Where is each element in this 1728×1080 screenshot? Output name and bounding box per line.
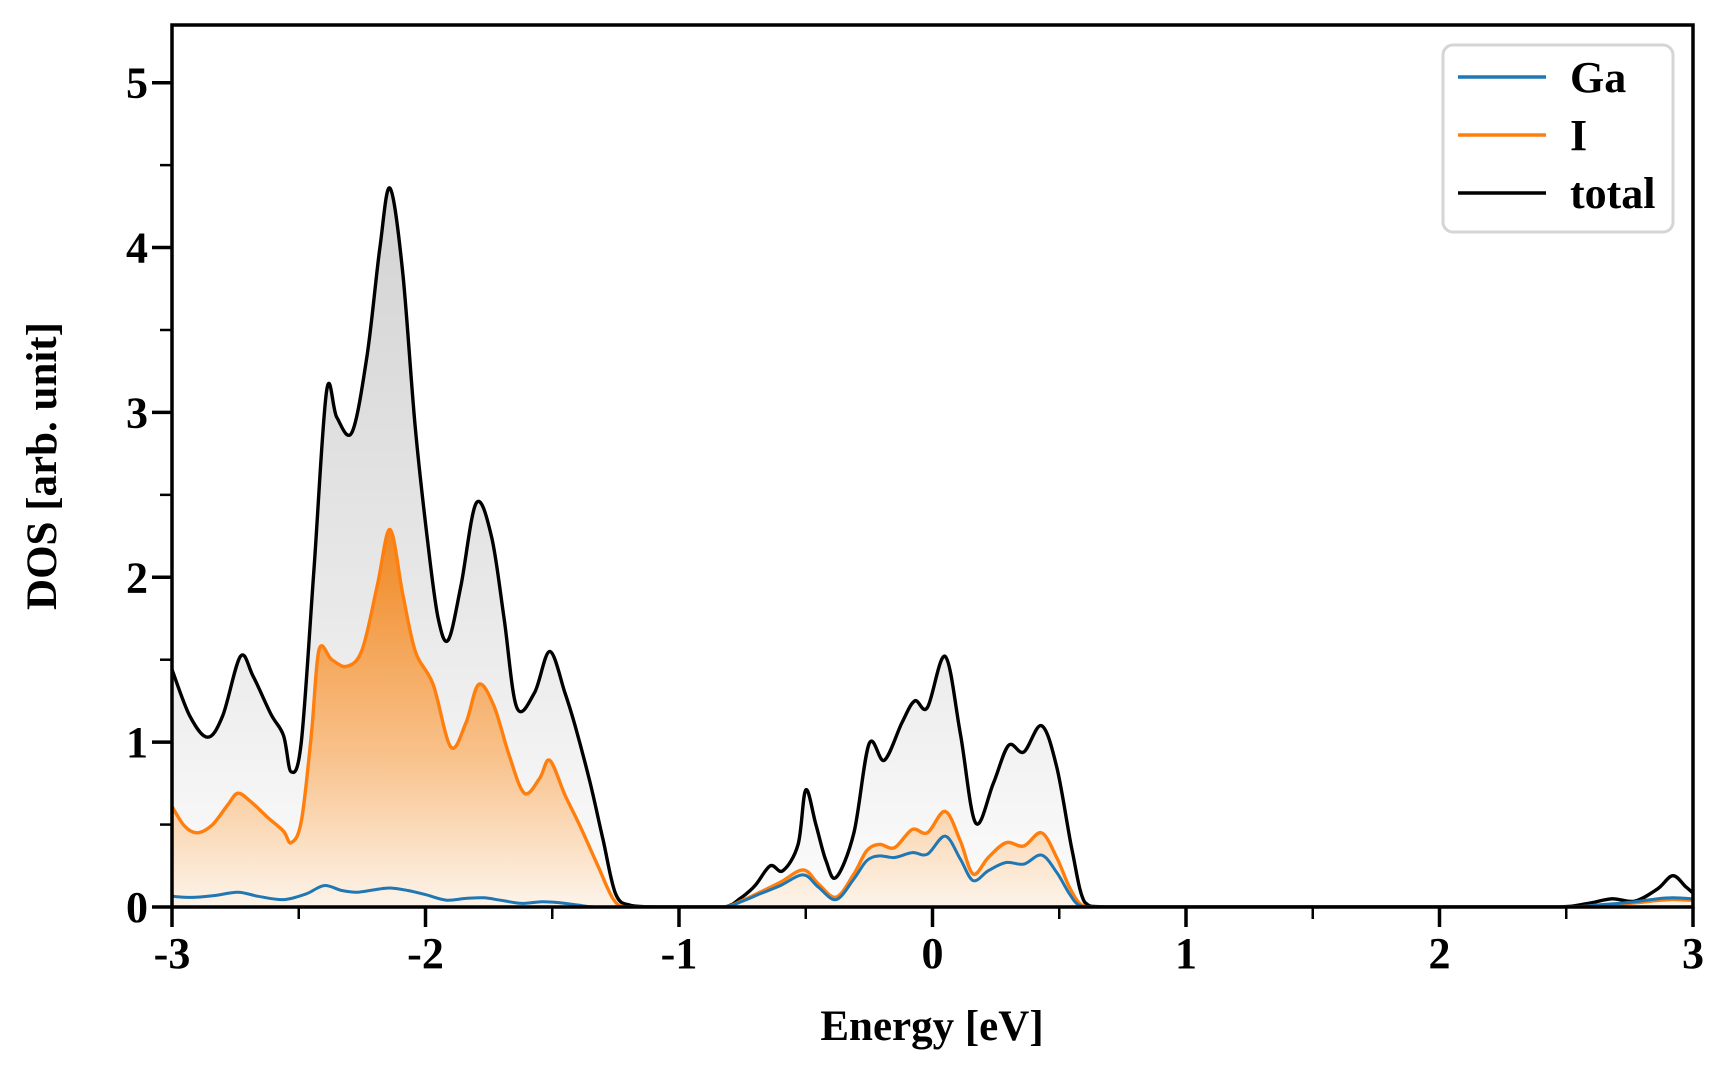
x-tick-label: 1 bbox=[1175, 929, 1197, 978]
x-tick-label: 0 bbox=[922, 929, 944, 978]
x-axis-title: Energy [eV] bbox=[820, 1003, 1043, 1050]
x-tick-label: -3 bbox=[154, 929, 191, 978]
y-tick-label: 3 bbox=[126, 388, 148, 437]
x-tick-label: -2 bbox=[407, 929, 444, 978]
legend-label-total: total bbox=[1570, 169, 1656, 218]
x-tick-label: -1 bbox=[661, 929, 698, 978]
series-total-line bbox=[172, 186, 1693, 907]
legend-item-ga: Ga bbox=[1458, 53, 1626, 102]
legend-item-i: I bbox=[1458, 111, 1587, 160]
y-tick-label: 5 bbox=[126, 59, 148, 108]
series-I-line bbox=[172, 527, 1693, 907]
legend: Ga I total bbox=[1441, 43, 1675, 234]
y-tick-label: 4 bbox=[126, 224, 148, 273]
legend-box bbox=[1441, 43, 1675, 234]
x-tick-label: 2 bbox=[1429, 929, 1451, 978]
y-axis-title: DOS [arb. unit] bbox=[19, 322, 66, 610]
legend-label-i: I bbox=[1570, 111, 1587, 160]
series-layer bbox=[172, 186, 1693, 907]
series-Ga-line bbox=[172, 834, 1693, 907]
series-I-fill bbox=[172, 529, 1693, 907]
y-tick-label: 2 bbox=[126, 553, 148, 602]
axes-layer: -3 -2 -1 0 1 2 3 0 1 2 3 4 5 bbox=[126, 23, 1704, 978]
y-tick-label: 0 bbox=[126, 883, 148, 932]
series-total-fill bbox=[172, 187, 1693, 907]
y-tick-label: 1 bbox=[126, 718, 148, 767]
legend-item-total: total bbox=[1458, 169, 1656, 218]
x-tick-label: 3 bbox=[1682, 929, 1704, 978]
legend-label-ga: Ga bbox=[1570, 53, 1626, 102]
